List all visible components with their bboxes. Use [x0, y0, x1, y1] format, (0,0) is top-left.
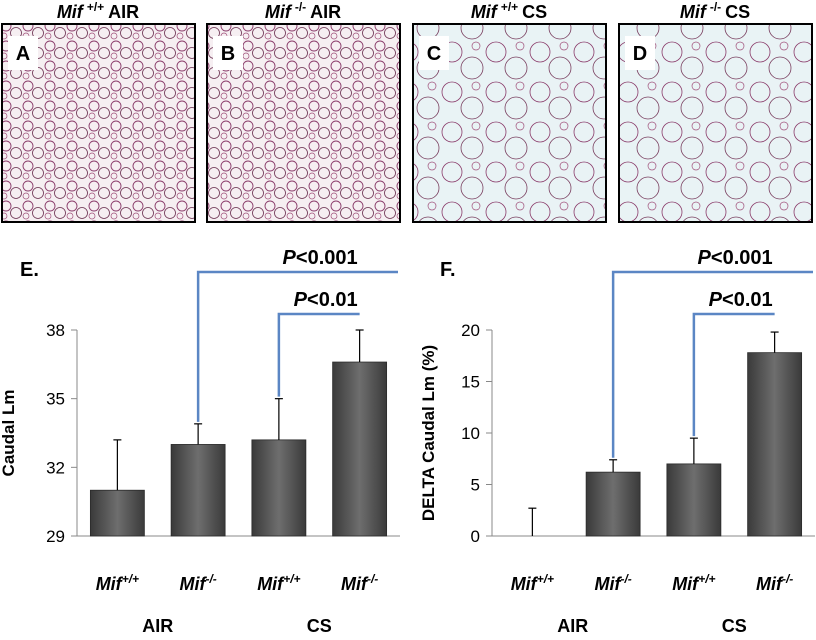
p-symbol: P: [709, 289, 723, 311]
condition: AIR: [108, 2, 139, 22]
bar: [585, 471, 641, 537]
gene-name: Mif: [257, 574, 285, 594]
y-tick-label: 15: [461, 373, 480, 392]
y-tick-label: 29: [46, 527, 65, 546]
condition: CS: [522, 2, 547, 22]
genotype: -/-: [367, 572, 378, 586]
significance-label: P<0.001: [698, 247, 773, 269]
panel-label: E.: [20, 259, 39, 281]
bar: [170, 444, 226, 537]
condition: CS: [725, 2, 750, 22]
group-label: AIR: [557, 616, 588, 635]
panel-title: Mif +/+ CS: [471, 0, 547, 22]
x-tick-label: Mif-/-: [594, 572, 631, 594]
error-bar: [528, 507, 537, 536]
letter-box: [419, 36, 449, 70]
y-tick-label: 32: [46, 458, 65, 477]
condition: AIR: [310, 2, 341, 22]
genotype: -/-: [710, 0, 721, 14]
error-bar: [355, 329, 364, 363]
histology-images: [1, 23, 813, 223]
significance-label: P<0.01: [709, 289, 773, 311]
p-value: <0.001: [711, 247, 773, 269]
genotype: -/-: [205, 572, 216, 586]
panel-title: Mif -/- AIR: [265, 0, 341, 22]
significance-bracket: [196, 270, 398, 422]
gene-name: Mif: [96, 574, 124, 594]
group-label: CS: [722, 616, 747, 635]
genotype: +/+: [698, 572, 715, 586]
panel-label: F.: [440, 259, 456, 281]
gene-name: Mif: [680, 2, 708, 22]
genotype: -/-: [295, 0, 306, 14]
y-tick-label: 10: [461, 424, 480, 443]
genotype: +/+: [537, 572, 554, 586]
p-value: <0.01: [722, 289, 773, 311]
x-tick-label: Mif-/-: [756, 572, 793, 594]
panel-letter: D: [633, 43, 647, 65]
error-bar: [194, 423, 203, 445]
x-tick-label: Mif-/-: [179, 572, 216, 594]
group-label: AIR: [142, 616, 173, 635]
error-bar: [274, 398, 283, 440]
gene-name: Mif: [179, 574, 207, 594]
genotype: -/-: [620, 572, 631, 586]
y-tick-label: 20: [461, 321, 480, 340]
error-bar: [689, 437, 698, 464]
y-tick-label: 5: [471, 476, 480, 495]
panel-letter: A: [16, 43, 30, 65]
x-tick-label: Mif+/+: [96, 572, 139, 594]
letter-box: [213, 36, 243, 70]
y-tick-label: 38: [46, 321, 65, 340]
y-tick-label: 0: [471, 527, 480, 546]
gene-name: Mif: [265, 2, 293, 22]
y-tick-label: 35: [46, 390, 65, 409]
error-bar: [770, 331, 779, 353]
genotype: +/+: [87, 0, 104, 14]
bar: [666, 463, 722, 537]
letter-box: [625, 36, 655, 70]
significance-bracket: [611, 270, 813, 458]
y-axis-label: DELTA Caudal Lm (%): [419, 345, 438, 521]
p-symbol: P: [294, 289, 308, 311]
genotype: -/-: [782, 572, 793, 586]
gene-name: Mif: [672, 574, 700, 594]
error-bar: [609, 459, 618, 473]
gene-name: Mif: [756, 574, 784, 594]
significance-label: P<0.001: [283, 247, 358, 269]
p-value: <0.001: [296, 247, 358, 269]
bar: [747, 352, 803, 537]
x-tick-label: Mif+/+: [672, 572, 715, 594]
gene-name: Mif: [511, 574, 539, 594]
bar: [89, 489, 145, 537]
x-tick-label: Mif+/+: [511, 572, 554, 594]
x-tick-label: Mif+/+: [257, 572, 300, 594]
letter-box: [8, 36, 38, 70]
p-symbol: P: [698, 247, 712, 269]
gene-name: Mif: [471, 2, 499, 22]
p-symbol: P: [283, 247, 297, 269]
panel-title: Mif -/- CS: [680, 0, 750, 22]
gene-name: Mif: [341, 574, 369, 594]
significance-label: P<0.01: [294, 289, 358, 311]
y-axis-label: Caudal Lm: [0, 390, 18, 477]
gene-name: Mif: [594, 574, 622, 594]
error-bar: [113, 439, 122, 491]
bar: [251, 439, 307, 537]
group-label: CS: [307, 616, 332, 635]
panel-letter: C: [427, 43, 441, 65]
significance-bracket: [692, 312, 775, 437]
genotype: +/+: [501, 0, 518, 14]
bar: [332, 361, 388, 537]
panel-letter: B: [221, 43, 235, 65]
panel-title: Mif +/+ AIR: [57, 0, 139, 22]
p-value: <0.01: [307, 289, 358, 311]
significance-bracket: [277, 312, 360, 397]
gene-name: Mif: [57, 2, 85, 22]
genotype: +/+: [122, 572, 139, 586]
genotype: +/+: [283, 572, 300, 586]
x-tick-label: Mif-/-: [341, 572, 378, 594]
